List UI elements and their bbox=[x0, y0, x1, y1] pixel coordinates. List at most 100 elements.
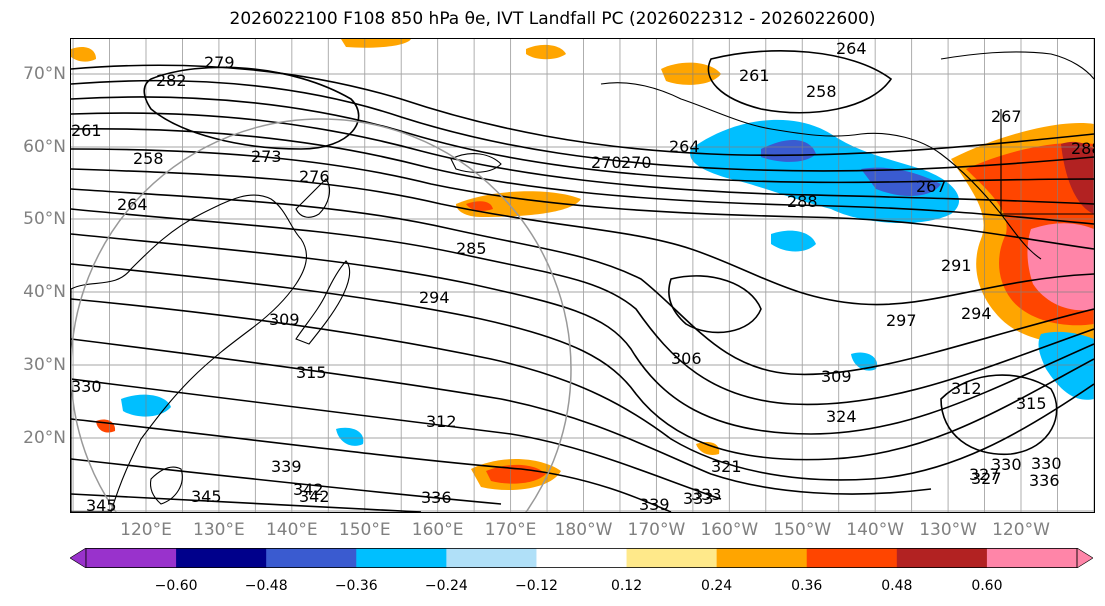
theta-e-contours bbox=[71, 50, 1094, 512]
positive-pc-patch bbox=[1027, 223, 1094, 311]
colorbar-tick-label: 0.36 bbox=[791, 578, 823, 594]
contour-label: 315 bbox=[296, 363, 327, 382]
colorbar-segment bbox=[86, 548, 177, 568]
colorbar-segment bbox=[446, 548, 537, 568]
colorbar-segment bbox=[176, 548, 267, 568]
contour-label: 315 bbox=[1016, 394, 1047, 413]
positive-pc-patch bbox=[71, 47, 96, 62]
contour-label: 330 bbox=[71, 377, 102, 396]
contour-label: 339 bbox=[271, 457, 302, 476]
lon-label: 130°E bbox=[193, 520, 245, 540]
contour-label: 345 bbox=[86, 496, 117, 512]
lon-label: 160°E bbox=[411, 520, 464, 540]
contour-label: 264 bbox=[117, 195, 148, 214]
contour-label: 297 bbox=[886, 311, 917, 330]
contour-label: 309 bbox=[269, 310, 300, 329]
contour-label: 270 bbox=[621, 153, 652, 172]
contour-label: 306 bbox=[671, 349, 702, 368]
negative-pc-patch bbox=[1038, 331, 1094, 400]
contour-label: 312 bbox=[951, 379, 982, 398]
lat-label: 70°N bbox=[23, 64, 66, 84]
contour-label: 339 bbox=[639, 495, 670, 512]
contour-label: 330 bbox=[1031, 454, 1062, 473]
contour-label: 261 bbox=[71, 121, 102, 140]
range-circle bbox=[71, 118, 572, 512]
colorbar-segment bbox=[626, 548, 718, 568]
lon-label: 180°W bbox=[554, 520, 613, 540]
colorbar-tick-label: 0.24 bbox=[701, 578, 733, 594]
contour-label: 333 bbox=[683, 489, 714, 508]
colorbar-frame bbox=[85, 548, 1078, 568]
map-canvas bbox=[71, 39, 1094, 512]
colorbar-min-extend bbox=[70, 548, 87, 568]
lon-label: 160°W bbox=[700, 520, 759, 540]
negative-pc-patch bbox=[336, 427, 364, 446]
contour-label: 342 bbox=[299, 487, 330, 506]
lon-label: 170°E bbox=[484, 520, 537, 540]
lat-label: 30°N bbox=[23, 355, 66, 375]
lon-label: 120°E bbox=[120, 520, 172, 540]
colorbar-segment bbox=[716, 548, 808, 568]
colorbar-tick-label: −0.12 bbox=[515, 578, 558, 594]
lat-label: 40°N bbox=[23, 282, 66, 302]
contour-label: 324 bbox=[826, 407, 857, 426]
colorbar-tick-label: −0.48 bbox=[244, 578, 288, 594]
positive-pc-patch bbox=[696, 442, 720, 455]
contour-label: 285 bbox=[456, 239, 487, 258]
contour-label: 258 bbox=[133, 149, 164, 168]
contour-label: 336 bbox=[421, 488, 452, 507]
colorbar-max-extend bbox=[1076, 548, 1093, 568]
contour-label: 294 bbox=[419, 288, 450, 307]
lon-label: 140°E bbox=[265, 520, 318, 540]
contour-label: 273 bbox=[251, 147, 282, 166]
coastlines bbox=[71, 51, 1094, 512]
lon-label: 120°W bbox=[992, 520, 1050, 540]
colorbar-tick-label: 0.48 bbox=[881, 578, 913, 594]
contour-label: 282 bbox=[156, 71, 187, 90]
figure-title: 2026022100 F108 850 hPa θe, IVT Landfall… bbox=[229, 9, 876, 29]
contour-label: 309 bbox=[821, 367, 852, 386]
contour-label: 276 bbox=[299, 167, 330, 186]
contour-label: 327 bbox=[971, 469, 1002, 488]
colorbar-tick-label: −0.36 bbox=[334, 578, 378, 594]
lon-label: 130°W bbox=[919, 520, 977, 540]
colorbar-segment bbox=[896, 548, 988, 568]
positive-pc-patch bbox=[456, 191, 581, 217]
contour-label: 288 bbox=[787, 192, 818, 211]
lon-label: 140°W bbox=[846, 520, 905, 540]
contour-label: 330 bbox=[991, 455, 1022, 474]
colorbar-tick-label: 0.60 bbox=[971, 578, 1003, 594]
contour-label: 258 bbox=[806, 82, 837, 101]
contour-label: 336 bbox=[1029, 471, 1060, 490]
contour-label: 267 bbox=[991, 107, 1022, 126]
contour-label: 312 bbox=[426, 412, 457, 431]
contour-label: 264 bbox=[669, 137, 700, 156]
positive-pc-patch bbox=[341, 39, 411, 48]
contour-label: 291 bbox=[941, 256, 972, 275]
negative-pc-patch bbox=[851, 352, 877, 371]
colorbar bbox=[70, 548, 1093, 568]
contour-label: 345 bbox=[191, 487, 222, 506]
contour-label: 333 bbox=[691, 485, 722, 504]
contour-label: 294 bbox=[961, 304, 992, 323]
contour-label: 321 bbox=[711, 457, 742, 476]
lat-label: 60°N bbox=[23, 137, 66, 157]
colorbar-tick-label: −0.24 bbox=[424, 578, 468, 594]
colorbar-segment bbox=[536, 548, 628, 568]
contour-label: 342 bbox=[293, 480, 324, 499]
contour-label: 327 bbox=[969, 465, 1000, 484]
contour-label: 264 bbox=[836, 39, 867, 58]
colorbar-segment bbox=[986, 548, 1078, 568]
lon-label: 150°W bbox=[773, 520, 832, 540]
graticule bbox=[71, 39, 1094, 512]
positive-pc-patch bbox=[466, 201, 493, 212]
colorbar-segment bbox=[266, 548, 357, 568]
lat-label: 20°N bbox=[23, 428, 66, 448]
contour-label: 288 bbox=[1071, 139, 1094, 158]
negative-pc-patch bbox=[771, 230, 816, 252]
contour-label: 261 bbox=[739, 66, 770, 85]
positive-pc-patch bbox=[526, 44, 566, 60]
contour-label: 267 bbox=[916, 177, 947, 196]
lon-label: 150°E bbox=[338, 520, 391, 540]
contour-label: 270 bbox=[591, 153, 622, 172]
